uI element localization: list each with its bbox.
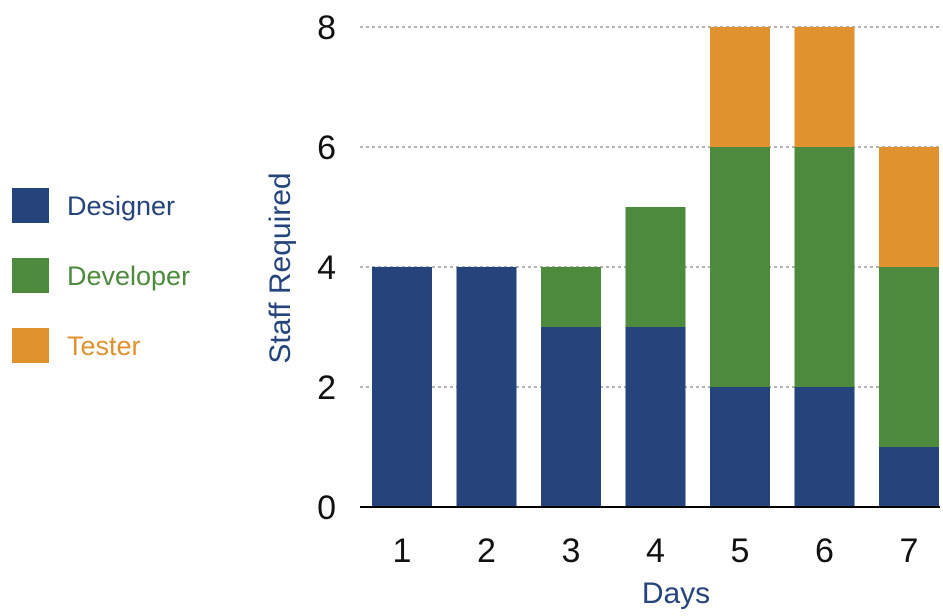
bar-segment-designer (879, 447, 939, 507)
labels-layer: 0 2 4 6 8 1 2 3 4 5 6 7 Days Staff Required (264, 9, 918, 610)
x-tick-label: 5 (731, 532, 750, 570)
x-tick-label: 3 (562, 532, 581, 570)
y-tick-label: 0 (317, 489, 336, 527)
y-tick-label: 6 (317, 129, 336, 167)
legend-swatch-tester (12, 328, 49, 363)
y-axis-title: Staff Required (264, 172, 297, 363)
legend-item-developer: Developer (12, 258, 252, 328)
legend-item-tester: Tester (12, 328, 252, 398)
x-tick-label: 2 (477, 532, 496, 570)
bar-segment-developer (541, 267, 601, 327)
bar-segment-developer (625, 207, 686, 327)
bar-segment-designer (794, 387, 855, 507)
y-tick-label: 2 (317, 369, 336, 407)
legend-swatch-developer (12, 258, 49, 293)
bar-segment-designer (710, 387, 770, 507)
x-tick-label: 6 (815, 532, 834, 570)
legend-swatch-designer (12, 188, 49, 223)
bar-segment-designer (541, 327, 601, 507)
y-tick-label: 4 (317, 249, 336, 287)
bar-segment-designer (625, 327, 686, 507)
x-tick-label: 1 (393, 532, 412, 570)
bar-segment-developer (794, 147, 855, 387)
legend-label-tester: Tester (67, 331, 141, 361)
bar-segment-designer (372, 267, 432, 507)
x-axis-title: Days (642, 577, 710, 610)
bar-segment-designer (456, 267, 517, 507)
x-tick-label: 4 (646, 532, 665, 570)
legend-item-designer: Designer (12, 188, 252, 258)
legend-label-designer: Designer (67, 191, 176, 221)
legend-label-developer: Developer (67, 261, 191, 291)
bar-segment-tester (794, 27, 855, 147)
bar-segment-tester (710, 27, 770, 147)
legend: Designer Developer Tester (12, 188, 252, 398)
bar-segment-tester (879, 147, 939, 267)
x-tick-label: 7 (900, 532, 919, 570)
bar-segment-developer (879, 267, 939, 447)
bars-layer (372, 27, 939, 507)
y-tick-label: 8 (317, 9, 336, 47)
bar-segment-developer (710, 147, 770, 387)
